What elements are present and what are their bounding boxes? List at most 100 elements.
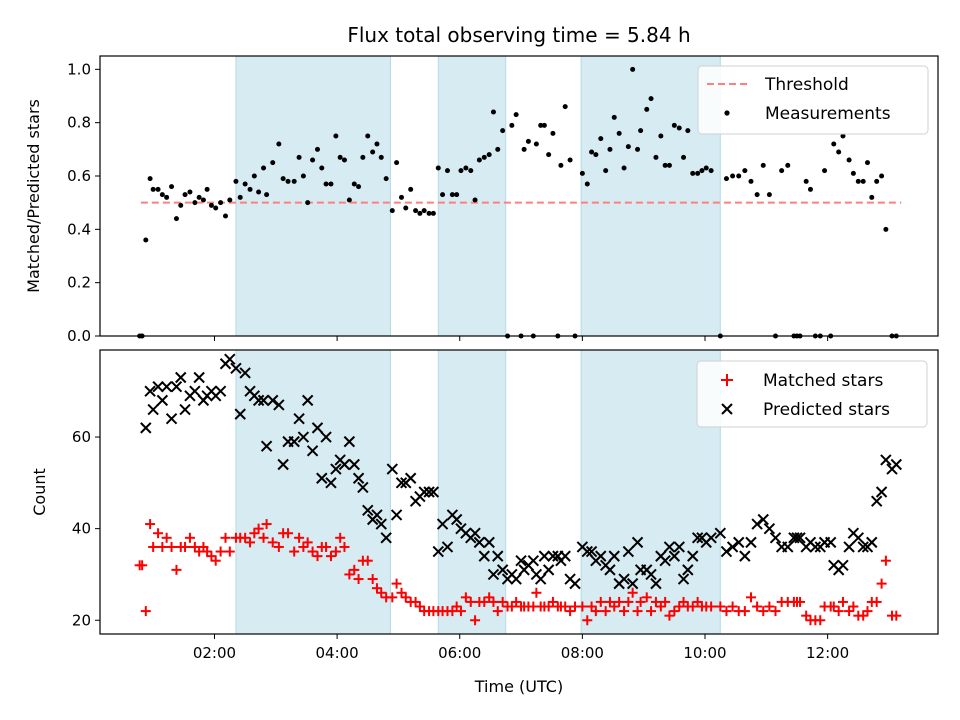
measurement-point xyxy=(147,176,153,182)
matched-star-point xyxy=(664,610,675,621)
measurement-point xyxy=(666,162,672,168)
measurement-point xyxy=(616,130,622,136)
measurement-point xyxy=(567,157,573,163)
measurement-point xyxy=(383,176,389,182)
measurement-point xyxy=(538,122,544,128)
predicted-star-point xyxy=(691,532,704,544)
predicted-star-point xyxy=(306,445,319,457)
matched-star-point xyxy=(166,541,177,552)
measurement-point xyxy=(346,197,352,203)
measurement-point xyxy=(155,186,161,192)
matched-star-point xyxy=(307,546,318,557)
measurement-point xyxy=(472,197,478,203)
matched-star-point xyxy=(335,532,346,543)
measurement-point xyxy=(328,181,334,187)
measurement-point xyxy=(840,133,846,139)
matched-star-point xyxy=(721,606,732,617)
matched-star-point xyxy=(391,578,402,589)
measurement-point xyxy=(708,168,714,174)
measurement-point xyxy=(785,162,791,168)
predicted-star-point xyxy=(348,458,360,471)
matched-star-point xyxy=(153,528,164,539)
predicted-star-point xyxy=(631,536,644,549)
measurement-point xyxy=(766,192,772,198)
predicted-star-point xyxy=(267,394,279,407)
measurement-point xyxy=(398,194,404,200)
predicted-star-point xyxy=(450,513,463,526)
predicted-star-point xyxy=(659,555,671,567)
matched-star-point xyxy=(387,592,398,603)
predicted-star-point xyxy=(147,403,159,416)
measurement-point xyxy=(435,165,441,171)
measurement-point xyxy=(218,200,224,206)
predicted-star-point xyxy=(782,541,794,553)
measurement-point xyxy=(365,133,371,139)
measurement-point xyxy=(635,146,641,152)
matched-star-point xyxy=(511,596,522,607)
measurement-point xyxy=(695,170,701,176)
measurement-point xyxy=(607,146,613,152)
measurement-point xyxy=(463,165,469,171)
predicted-star-point xyxy=(418,486,430,498)
matched-star-point xyxy=(833,606,844,617)
matched-star-point xyxy=(706,601,717,612)
predicted-star-point xyxy=(527,555,540,567)
measurement-point xyxy=(533,141,539,147)
measurement-point xyxy=(879,173,885,179)
x-axis-label: Time (UTC) xyxy=(474,677,563,696)
matched-star-point xyxy=(595,596,606,607)
predicted-star-point xyxy=(875,486,888,498)
measurement-point xyxy=(351,181,357,187)
predicted-star-point xyxy=(687,550,699,562)
predicted-star-point xyxy=(371,509,383,521)
predicted-star-point xyxy=(542,564,555,576)
predicted-star-point xyxy=(352,472,365,484)
predicted-star-point xyxy=(423,486,435,498)
legend-predicted-swatch xyxy=(721,403,733,415)
legend-threshold-label: Threshold xyxy=(764,75,849,95)
predicted-star-point xyxy=(478,550,490,562)
measurement-point xyxy=(333,133,339,139)
bottom-y-tick-label: 40 xyxy=(72,520,91,538)
measurement-point xyxy=(546,152,552,158)
top-shaded-interval xyxy=(580,55,721,337)
measurement-point xyxy=(671,122,677,128)
predicted-star-point xyxy=(852,532,864,544)
predicted-star-point xyxy=(547,550,559,562)
predicted-star-point xyxy=(260,440,273,452)
measurement-point xyxy=(513,112,519,118)
measurement-point xyxy=(495,146,501,152)
measurement-point xyxy=(150,186,156,192)
measurement-point xyxy=(430,210,436,216)
measurement-point xyxy=(227,197,233,203)
predicted-star-point xyxy=(252,394,265,407)
legend-predicted-label: Predicted stars xyxy=(763,400,890,420)
matched-star-point xyxy=(815,615,826,626)
measurement-point xyxy=(356,184,362,190)
predicted-star-point xyxy=(234,408,246,420)
matched-star-point xyxy=(330,546,341,557)
predicted-star-point xyxy=(325,477,337,489)
predicted-star-point xyxy=(726,541,739,553)
measurement-point xyxy=(159,192,165,198)
measurement-point xyxy=(699,168,705,174)
predicted-star-point xyxy=(870,495,883,507)
measurement-point xyxy=(681,154,687,160)
x-tick-label: 08:00 xyxy=(561,644,604,662)
measurement-point xyxy=(200,197,206,203)
measurement-point xyxy=(223,213,229,219)
matched-star-point xyxy=(577,601,588,612)
measurement-point xyxy=(178,202,184,208)
predicted-star-point xyxy=(515,555,527,567)
matched-star-point xyxy=(261,519,272,530)
matched-star-point xyxy=(641,592,652,603)
predicted-star-point xyxy=(469,527,481,539)
matched-star-point xyxy=(245,537,256,548)
legend-matched-label: Matched stars xyxy=(763,371,883,391)
chart-title: Flux total observing time = 5.84 h xyxy=(347,23,690,47)
measurement-point xyxy=(413,208,419,214)
measurement-point xyxy=(276,141,282,147)
matched-star-point xyxy=(210,555,221,566)
matched-star-point xyxy=(547,596,558,607)
measurement-point xyxy=(296,154,302,160)
